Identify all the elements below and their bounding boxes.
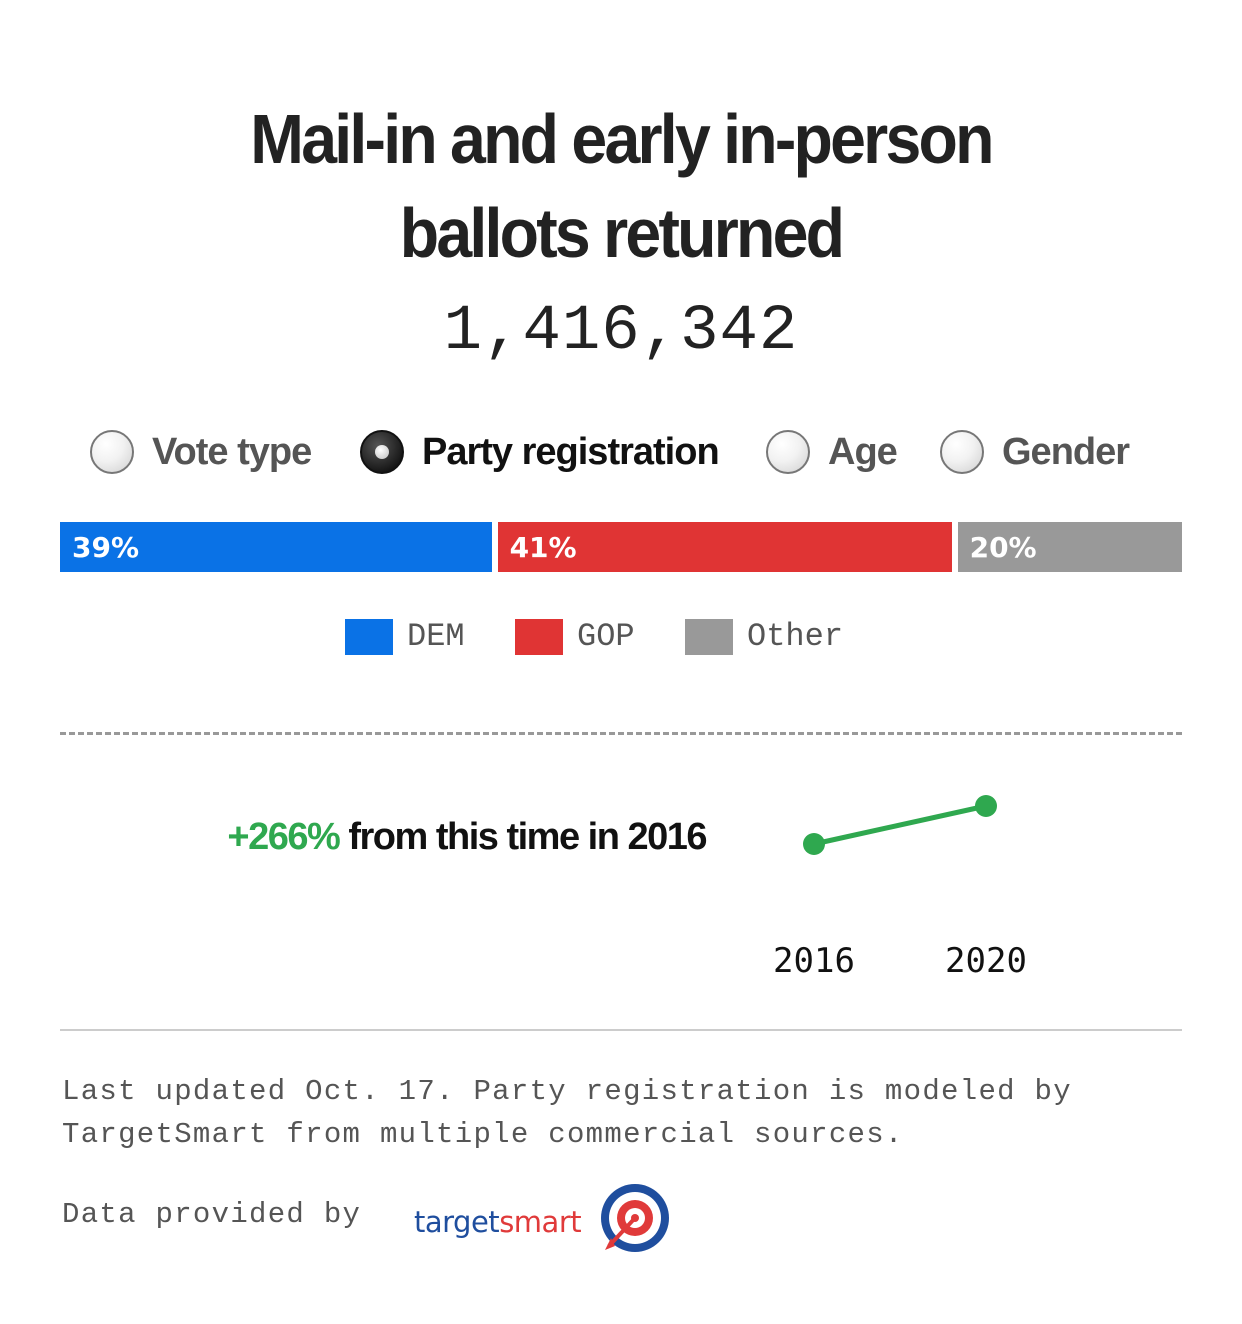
sparkline-line <box>813 803 987 847</box>
filter-radio-group: Vote type Party registration Age Gender <box>0 430 1242 486</box>
growth-percent: +266% <box>227 816 340 858</box>
legend-swatch <box>685 618 733 655</box>
growth-sparkline: 2016 2020 <box>773 795 1027 981</box>
dashed-divider <box>60 732 1182 735</box>
radio-checked-icon[interactable] <box>360 430 404 474</box>
bar-value-label: 20% <box>969 531 1037 564</box>
sparkline-point-2020 <box>975 795 997 817</box>
growth-text: from this time in 2016 <box>348 816 707 858</box>
radio-unchecked-icon[interactable] <box>90 430 134 474</box>
legend-item-dem: DEM <box>345 618 465 655</box>
sparkline-point-2016 <box>803 833 825 855</box>
bar-value-label: 39% <box>72 531 140 564</box>
bar-segment-other: 20% <box>957 522 1182 572</box>
target-bullseye-icon <box>601 1184 670 1252</box>
legend-label: DEM <box>407 618 465 655</box>
legend-item-other: Other <box>685 618 843 655</box>
legend-label: GOP <box>577 618 635 655</box>
radio-party-registration[interactable]: Party registration <box>360 430 720 474</box>
title-line-1: Mail-in and early in-person <box>250 100 994 178</box>
bar-segment-dem: 39% <box>60 522 492 572</box>
legend-label: Other <box>747 618 844 655</box>
radio-unchecked-icon[interactable] <box>766 430 810 474</box>
radio-label: Vote type <box>152 430 312 473</box>
footnote-line-1: Last updated Oct. 17. Party registration… <box>62 1075 1072 1108</box>
radio-label: Gender <box>1002 430 1130 473</box>
radio-unchecked-icon[interactable] <box>940 430 984 474</box>
growth-annotation: +266% from this time in 2016 <box>0 816 707 859</box>
logo-wordmark: targetsmart <box>414 1205 582 1239</box>
radio-label: Party registration <box>422 430 720 473</box>
radio-label: Age <box>828 430 898 473</box>
radio-age[interactable]: Age <box>766 430 898 474</box>
legend-swatch <box>515 618 563 655</box>
radio-vote-type[interactable]: Vote type <box>90 430 312 474</box>
sparkline-x-label: 2016 <box>773 941 855 981</box>
footer-divider <box>60 1029 1182 1031</box>
bar-value-label: 41% <box>509 531 577 564</box>
chart-title: Mail-in and early in-person ballots retu… <box>50 92 1193 280</box>
footnote-line-2: TargetSmart from multiple commercial sou… <box>62 1118 904 1151</box>
title-line-2: ballots returned <box>399 194 845 272</box>
party-legend: DEM GOP Other <box>0 618 1242 658</box>
radio-gender[interactable]: Gender <box>940 430 1130 474</box>
ballots-total: 1,416,342 <box>443 296 799 368</box>
footnote: Last updated Oct. 17. Party registration… <box>62 1070 1212 1156</box>
targetsmart-logo[interactable]: targetsmart <box>414 1184 677 1258</box>
party-stacked-bar: 39% 41% 20% <box>60 522 1182 572</box>
bar-segment-gop: 41% <box>497 522 952 572</box>
sparkline-x-label: 2020 <box>945 941 1027 981</box>
data-provided-by: Data provided by <box>62 1198 362 1231</box>
legend-swatch <box>345 618 393 655</box>
legend-item-gop: GOP <box>515 618 635 655</box>
